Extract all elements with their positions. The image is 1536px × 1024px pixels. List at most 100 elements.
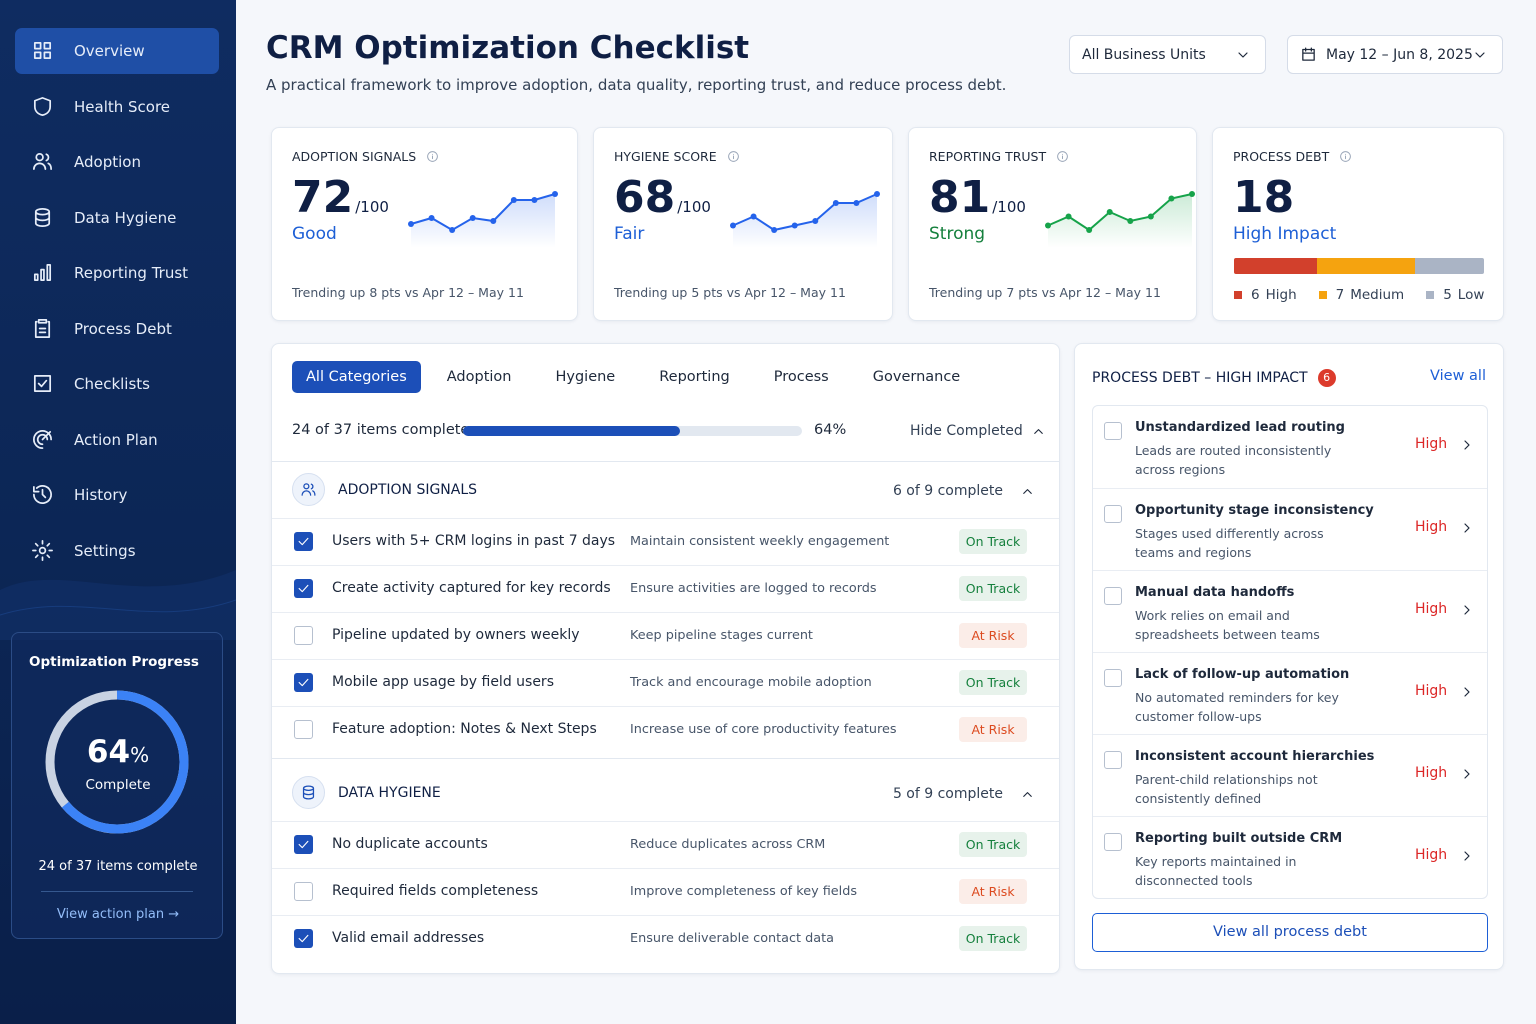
kpi-rating: Fair (614, 224, 645, 244)
nav-item[interactable]: Adoption (15, 139, 219, 185)
nav-icon (34, 318, 51, 338)
checkbox[interactable] (294, 720, 313, 739)
nav-item[interactable]: Settings (15, 528, 219, 574)
tab[interactable]: Governance (872, 369, 961, 385)
sparkline-area (411, 194, 555, 248)
status-pill: On Track (959, 926, 1027, 951)
nav-item[interactable]: Checklists (15, 361, 219, 407)
kpi-scale: /100 (992, 198, 1026, 216)
legend-item: 5 Low (1426, 287, 1484, 303)
kpi-value: 68/100 (614, 172, 711, 223)
kpi-rating: Good (292, 224, 337, 244)
sparkline-line (1047, 193, 1193, 232)
nav-item[interactable]: Health Score (15, 84, 219, 130)
nav-label: Checklists (74, 375, 150, 393)
tab[interactable]: Reporting (659, 369, 730, 385)
tab[interactable]: Adoption (446, 369, 512, 385)
sparkline-point (812, 218, 819, 224)
icon-path (33, 429, 52, 449)
row-divider (272, 518, 1059, 519)
view-all-button[interactable]: View all process debt (1092, 913, 1488, 952)
checkbox[interactable] (1104, 751, 1122, 769)
checkbox[interactable] (294, 882, 313, 901)
checkbox[interactable] (294, 929, 313, 948)
checkbox[interactable] (294, 579, 313, 598)
date-range: May 12 – Jun 8, 2025 (1326, 46, 1473, 63)
legend-label: High (1265, 287, 1297, 303)
action-plan-link[interactable]: View action plan → (56, 907, 180, 922)
icon-path (33, 41, 52, 60)
debt-item[interactable]: Manual data handoffs Work relies on email… (1093, 570, 1487, 652)
debt-item[interactable]: Unstandardized lead routing Leads are rou… (1093, 406, 1487, 488)
checkbox[interactable] (1104, 505, 1122, 523)
debt-item[interactable]: Inconsistent account hierarchies Parent-c… (1093, 734, 1487, 816)
icon-path (301, 483, 316, 496)
kpi-title-text: HYGIENE SCORE (614, 149, 717, 164)
item-name: Users with 5+ CRM logins in past 7 days (332, 533, 616, 549)
donut-value: 64% (12, 734, 224, 770)
tab[interactable]: Hygiene (555, 369, 616, 385)
chevron-up (1023, 792, 1032, 797)
nav-item[interactable]: History (15, 472, 219, 518)
checkbox[interactable] (1104, 422, 1122, 440)
kpi-trend: Trending up 8 pts vs Apr 12 – May 11 (292, 285, 524, 300)
checkbox[interactable] (294, 626, 313, 645)
debt-desc: Key reports maintained in disconnected t… (1135, 854, 1297, 888)
info-icon (1057, 151, 1068, 162)
debt-item[interactable]: Lack of follow-up automation No automated… (1093, 652, 1487, 734)
nav-icon (32, 539, 53, 561)
row-divider (272, 659, 1059, 660)
nav-item[interactable]: Reporting Trust (15, 250, 219, 296)
icon-path (1023, 792, 1032, 797)
icon-path (302, 785, 315, 800)
kpi-value: 72/100 (292, 172, 389, 223)
nav-item[interactable]: Data Hygiene (15, 195, 219, 241)
icon-path (33, 152, 52, 171)
nav-item[interactable]: Overview (15, 28, 219, 74)
debt-item[interactable]: Reporting built outside CRM Key reports m… (1093, 816, 1487, 898)
completion-summary: 24 of 37 items complete (292, 422, 470, 438)
chevron-right (1464, 769, 1470, 779)
nav-item[interactable]: Action Plan (15, 417, 219, 463)
debt-segment (1317, 258, 1415, 274)
icon-path (1033, 428, 1043, 434)
divider (41, 891, 193, 892)
checkbox[interactable] (1104, 587, 1122, 605)
tab[interactable]: All Categories (292, 361, 421, 393)
debt-item[interactable]: Opportunity stage inconsistency Stages us… (1093, 488, 1487, 570)
checkbox[interactable] (1104, 669, 1122, 687)
checkbox[interactable] (1104, 833, 1122, 851)
checkbox[interactable] (294, 673, 313, 692)
icon-path (33, 485, 52, 504)
icon-path (1238, 52, 1248, 58)
kpi-title: ADOPTION SIGNALS (292, 149, 439, 164)
sparkline-point (1086, 227, 1093, 233)
section-title: DATA HYGIENE (338, 785, 441, 801)
sparkline-point (730, 222, 736, 229)
checkbox[interactable] (294, 835, 313, 854)
date-range-picker[interactable]: May 12 – Jun 8, 2025 (1287, 35, 1503, 74)
nav-label: Data Hygiene (74, 208, 177, 227)
kpi-rating: Strong (929, 224, 986, 244)
checkbox[interactable] (294, 532, 313, 551)
icon-path (298, 584, 309, 593)
kpi-trend: Trending up 7 pts vs Apr 12 – May 11 (929, 285, 1161, 300)
kpi-title-text: REPORTING TRUST (929, 149, 1047, 164)
tab[interactable]: Process (773, 369, 829, 385)
chevron-right (1464, 440, 1470, 450)
nav-item[interactable]: Process Debt (15, 306, 219, 352)
row-divider (272, 565, 1059, 566)
row-divider (272, 821, 1059, 822)
percent-unit: % (832, 422, 847, 438)
view-all-link[interactable]: View all (1430, 368, 1486, 384)
sparkline (1045, 191, 1195, 248)
icon-path (298, 678, 309, 687)
icon-path (1340, 151, 1352, 162)
business-unit-dropdown[interactable]: All Business Units (1069, 35, 1266, 74)
row-divider (272, 915, 1059, 916)
checklist-card: All Categories Adoption Hygiene Reporting Pr… (271, 343, 1060, 974)
nav-label: Process Debt (74, 319, 172, 338)
donut-arc (45, 690, 189, 834)
hide-completed[interactable]: Hide Completed (910, 423, 1046, 439)
